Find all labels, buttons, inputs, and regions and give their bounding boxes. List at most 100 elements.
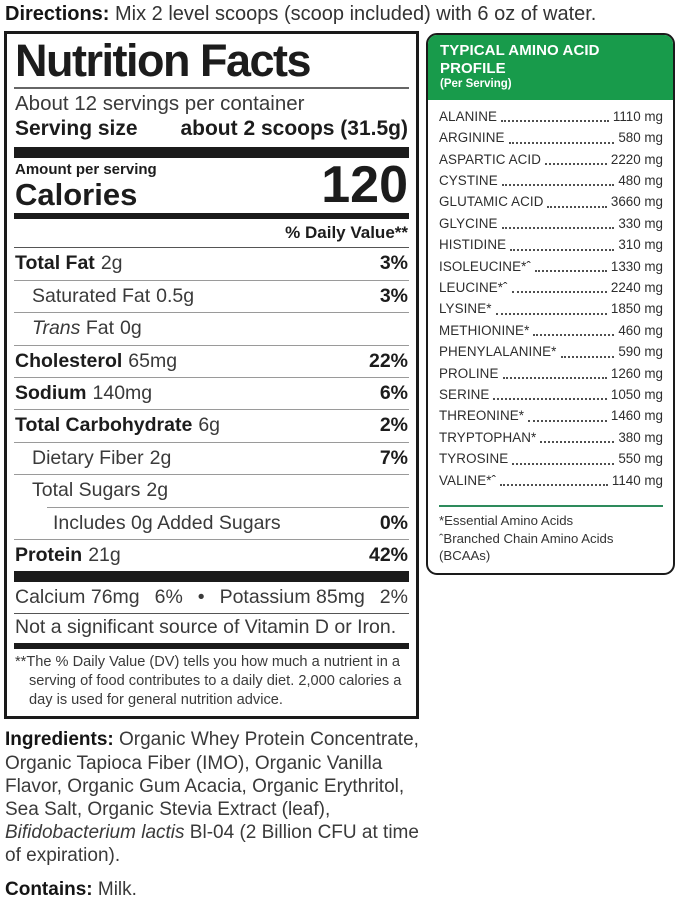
- nutrient-amount: 6g: [198, 414, 221, 437]
- amino-acid-panel: TYPICAL AMINO ACID PROFILE (Per Serving)…: [426, 33, 675, 576]
- nutrient-dv: 6%: [379, 382, 408, 404]
- amino-acid-row: ALANINE 1110 mg: [439, 106, 663, 127]
- dot-leader: [501, 227, 615, 230]
- amount-per-serving-label: Amount per serving: [15, 160, 157, 178]
- amino-acid-name: VALINE*ˆ: [439, 472, 497, 488]
- amino-acid-value: 1140 mg: [611, 472, 663, 488]
- nutrient-amount: 2g: [146, 479, 169, 502]
- dot-leader: [560, 355, 615, 358]
- nutrient-dv: 7%: [379, 446, 408, 469]
- nutrient-dv: 3%: [379, 284, 408, 307]
- nutrient-dv: 0%: [379, 511, 408, 534]
- amino-acid-row: THREONINE* 1460 mg: [439, 405, 663, 426]
- nutrient-amount: 2g: [149, 446, 172, 469]
- divider-thick-bar: [14, 146, 409, 158]
- amino-acid-row: ISOLEUCINE*ˆ 1330 mg: [439, 256, 663, 277]
- divider-medium-bar: [14, 643, 409, 650]
- calcium-amount: Calcium 76mg: [15, 586, 140, 609]
- calories-value: 120: [321, 156, 408, 215]
- serving-size-row: Serving size about 2 scoops (31.5g): [14, 116, 409, 147]
- nutrient-amount: 21g: [88, 543, 121, 566]
- amino-acid-value: 330 mg: [618, 215, 663, 231]
- nutrient-row-saturated-fat: Saturated Fat 0.5g 3%: [14, 279, 409, 312]
- nutrient-row-cholesterol: Cholesterol 65mg 22%: [14, 344, 409, 377]
- amino-acid-name: LYSINE*: [439, 301, 492, 317]
- dot-leader: [508, 141, 615, 144]
- nutrition-facts-title: Nutrition Facts: [14, 38, 409, 89]
- nutrient-name: Fat: [85, 317, 115, 340]
- amino-panel-header: TYPICAL AMINO ACID PROFILE (Per Serving): [428, 35, 673, 100]
- amino-acid-name: GLUTAMIC ACID: [439, 194, 544, 210]
- nutrient-text: Total Carbohydrate 6g: [15, 414, 220, 437]
- nutrient-name: Includes 0g Added Sugars: [53, 511, 281, 534]
- amino-acid-value: 1330 mg: [610, 258, 663, 274]
- dot-leader: [534, 270, 607, 273]
- amino-panel-title: TYPICAL AMINO ACID PROFILE: [440, 42, 600, 77]
- contains-text: Milk.: [92, 879, 137, 901]
- nutrient-text: Total Sugars 2g: [32, 479, 168, 502]
- footnote-text: The % Daily Value (DV) tells you how muc…: [26, 654, 402, 708]
- footnote-marker: **: [15, 654, 27, 671]
- amino-acid-row: HISTIDINE 310 mg: [439, 234, 663, 255]
- directions-text: Mix 2 level scoops (scoop included) with…: [109, 3, 597, 25]
- dot-leader: [512, 462, 615, 465]
- not-significant-note: Not a significant source of Vitamin D or…: [15, 616, 397, 639]
- nutrient-row-protein: Protein 21g 42%: [14, 538, 409, 571]
- amino-acid-row: PROLINE 1260 mg: [439, 363, 663, 384]
- nutrient-row-added-sugars: Includes 0g Added Sugars 0%: [47, 506, 409, 539]
- amino-acid-value: 1850 mg: [610, 301, 663, 317]
- nutrient-text: Trans Fat 0g: [32, 317, 142, 340]
- amino-acid-value: 1050 mg: [610, 387, 663, 403]
- nutrient-text: Cholesterol 65mg: [15, 350, 177, 373]
- nutrient-text: Sodium 140mg: [15, 382, 152, 405]
- dot-leader: [528, 419, 607, 422]
- dot-leader: [493, 398, 607, 401]
- amino-panel-subtitle: (Per Serving): [440, 78, 512, 90]
- amino-acid-name: PHENYLALANINE*: [439, 344, 557, 360]
- nutrient-row-total-carbohydrate: Total Carbohydrate 6g 2%: [14, 409, 409, 441]
- dot-leader: [502, 377, 607, 380]
- amino-acid-name: GLYCINE: [439, 215, 498, 231]
- nutrient-name: Dietary Fiber: [32, 446, 144, 469]
- amino-acid-row: LYSINE* 1850 mg: [439, 298, 663, 319]
- nutrient-amount: 65mg: [128, 349, 178, 372]
- green-divider: [439, 505, 663, 508]
- calories-label: Calories: [15, 176, 138, 212]
- amino-footnote-block: *Essential Amino Acids ˆBranched Chain A…: [428, 505, 673, 573]
- nutrient-name: Total Fat: [15, 252, 95, 275]
- nutrient-name-italic: Trans: [32, 317, 81, 340]
- dot-leader: [510, 248, 615, 251]
- nutrient-row-dietary-fiber: Dietary Fiber 2g 7%: [14, 441, 409, 474]
- amino-acid-name: TRYPTOPHAN*: [439, 429, 537, 445]
- amino-acid-row: ASPARTIC ACID 2220 mg: [439, 149, 663, 170]
- directions-line: Directions: Mix 2 level scoops (scoop in…: [4, 2, 675, 31]
- amino-acid-value: 460 mg: [618, 322, 663, 338]
- contains-line: Contains: Milk.: [4, 867, 419, 901]
- serving-size-label: Serving size: [15, 116, 138, 140]
- amino-acid-value: 380 mg: [618, 429, 663, 445]
- contains-label: Contains:: [5, 879, 93, 901]
- nutrient-name: Saturated Fat: [32, 284, 151, 307]
- nutrient-amount: 2g: [100, 252, 123, 275]
- bullet-separator: •: [197, 586, 205, 609]
- amino-acid-name: LEUCINE*ˆ: [439, 280, 508, 296]
- nutrient-name: Total Sugars: [32, 479, 141, 502]
- amino-column: TYPICAL AMINO ACID PROFILE (Per Serving)…: [426, 33, 675, 576]
- nutrient-row-total-sugars: Total Sugars 2g: [14, 474, 409, 506]
- amino-acid-name: ARGININE: [439, 130, 505, 146]
- dot-leader: [501, 184, 615, 187]
- amino-acid-value: 1110 mg: [612, 108, 663, 124]
- amino-acid-row: PHENYLALANINE* 590 mg: [439, 341, 663, 362]
- directions-label: Directions:: [5, 3, 110, 25]
- amino-acid-name: TYROSINE: [439, 451, 509, 467]
- dot-leader: [511, 291, 607, 294]
- nutrient-name: Sodium: [15, 382, 87, 404]
- amino-acid-row: CYSTINE 480 mg: [439, 170, 663, 191]
- ingredients-label: Ingredients:: [5, 729, 114, 751]
- dot-leader: [540, 441, 615, 444]
- amino-acid-value: 2240 mg: [610, 280, 663, 296]
- amino-acid-value: 550 mg: [618, 451, 663, 467]
- nutrient-dv: 42%: [368, 543, 408, 566]
- amino-acid-value: 1260 mg: [610, 365, 663, 381]
